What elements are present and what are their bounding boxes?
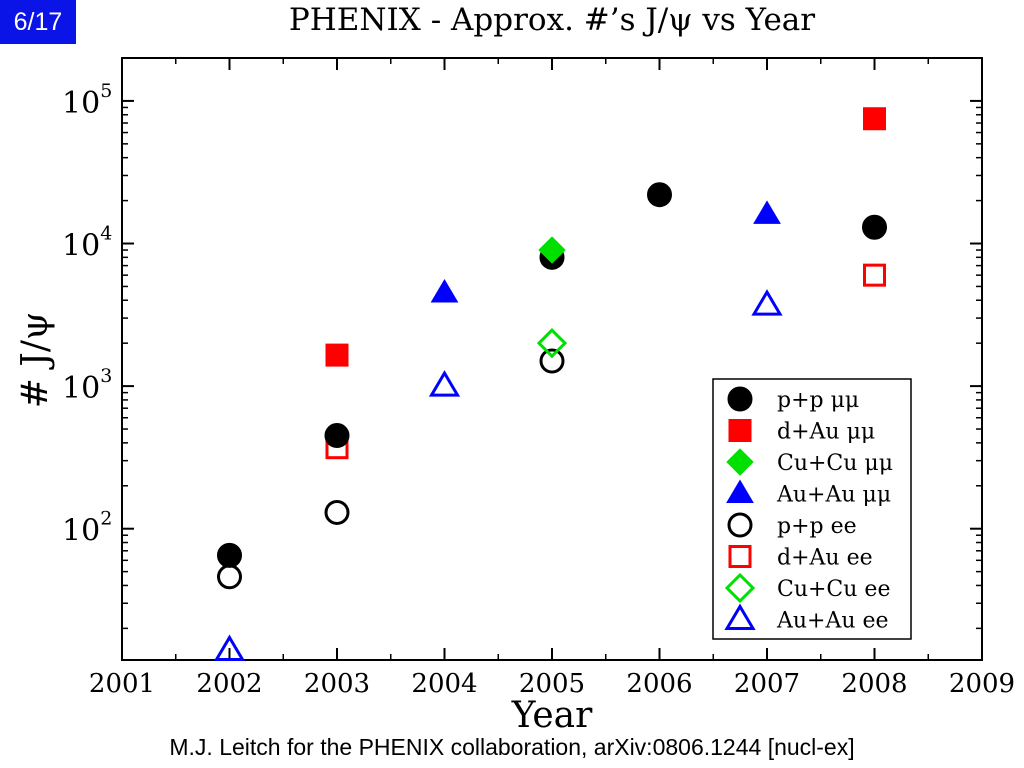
y-tick-label: 104 (62, 223, 112, 264)
y-axis-label: # J/ψ (15, 312, 56, 408)
x-tick-label: 2008 (841, 669, 907, 699)
slide-number-badge: 6/17 (0, 0, 76, 44)
data-point (863, 263, 886, 287)
legend-label: Cu+Cu μμ (777, 451, 893, 476)
y-tick-label: 105 (62, 80, 112, 121)
x-tick-label: 2005 (519, 669, 585, 699)
y-tick-label: 103 (62, 365, 112, 406)
data-point (324, 423, 350, 449)
data-point (536, 328, 568, 359)
x-axis: 2001 2002 2003 2004 2005 2006 2007 2008 2009 (89, 58, 1015, 699)
data-point (213, 634, 246, 661)
x-tick-label: 2004 (411, 669, 477, 699)
legend: p+p μμ d+Au μμ Cu+Cu μμ Au+Au μμ p+p ee d+Au … (712, 378, 912, 640)
data-point (428, 370, 461, 397)
legend-marker (726, 448, 754, 476)
legend-marker (728, 545, 752, 568)
legend-label: p+p ee (777, 514, 857, 539)
legend-marker (724, 572, 756, 604)
y-tick-label: 102 (62, 508, 112, 549)
data-point (862, 214, 887, 240)
legend-label: Au+Au μμ (776, 483, 891, 508)
data-point (324, 499, 350, 525)
data-point (538, 236, 566, 264)
data-markers (213, 107, 887, 661)
legend-label: d+Au μμ (777, 420, 875, 445)
citation-footer: M.J. Leitch for the PHENIX collaboration… (169, 734, 855, 760)
legend-marker (726, 479, 754, 503)
data-point (217, 564, 242, 590)
legend-label: d+Au ee (777, 546, 873, 571)
data-point (751, 289, 783, 316)
data-point (217, 542, 242, 568)
data-point (325, 343, 349, 367)
legend-label: Au+Au ee (776, 609, 889, 634)
x-tick-label: 2007 (734, 669, 800, 699)
x-tick-label: 2006 (626, 669, 692, 699)
legend-marker (728, 419, 752, 442)
legend-label: Cu+Cu ee (777, 577, 890, 602)
data-point (863, 107, 886, 131)
y-axis: 102 103 104 105 (62, 57, 982, 630)
legend-marker (727, 512, 753, 538)
chart-title: PHENIX - Approx. #’s J/ψ vs Year (289, 2, 815, 38)
data-point (430, 278, 459, 303)
data-point (539, 348, 565, 374)
legend-marker (727, 386, 753, 412)
data-point (753, 200, 781, 224)
legend-label: p+p μμ (777, 388, 859, 413)
x-axis-label: Year (511, 695, 593, 736)
x-tick-label: 2003 (304, 669, 370, 699)
x-tick-label: 2009 (949, 669, 1015, 699)
x-tick-label: 2001 (89, 669, 155, 699)
legend-marker (724, 603, 756, 630)
x-tick-label: 2002 (196, 669, 262, 699)
data-point (647, 182, 672, 208)
